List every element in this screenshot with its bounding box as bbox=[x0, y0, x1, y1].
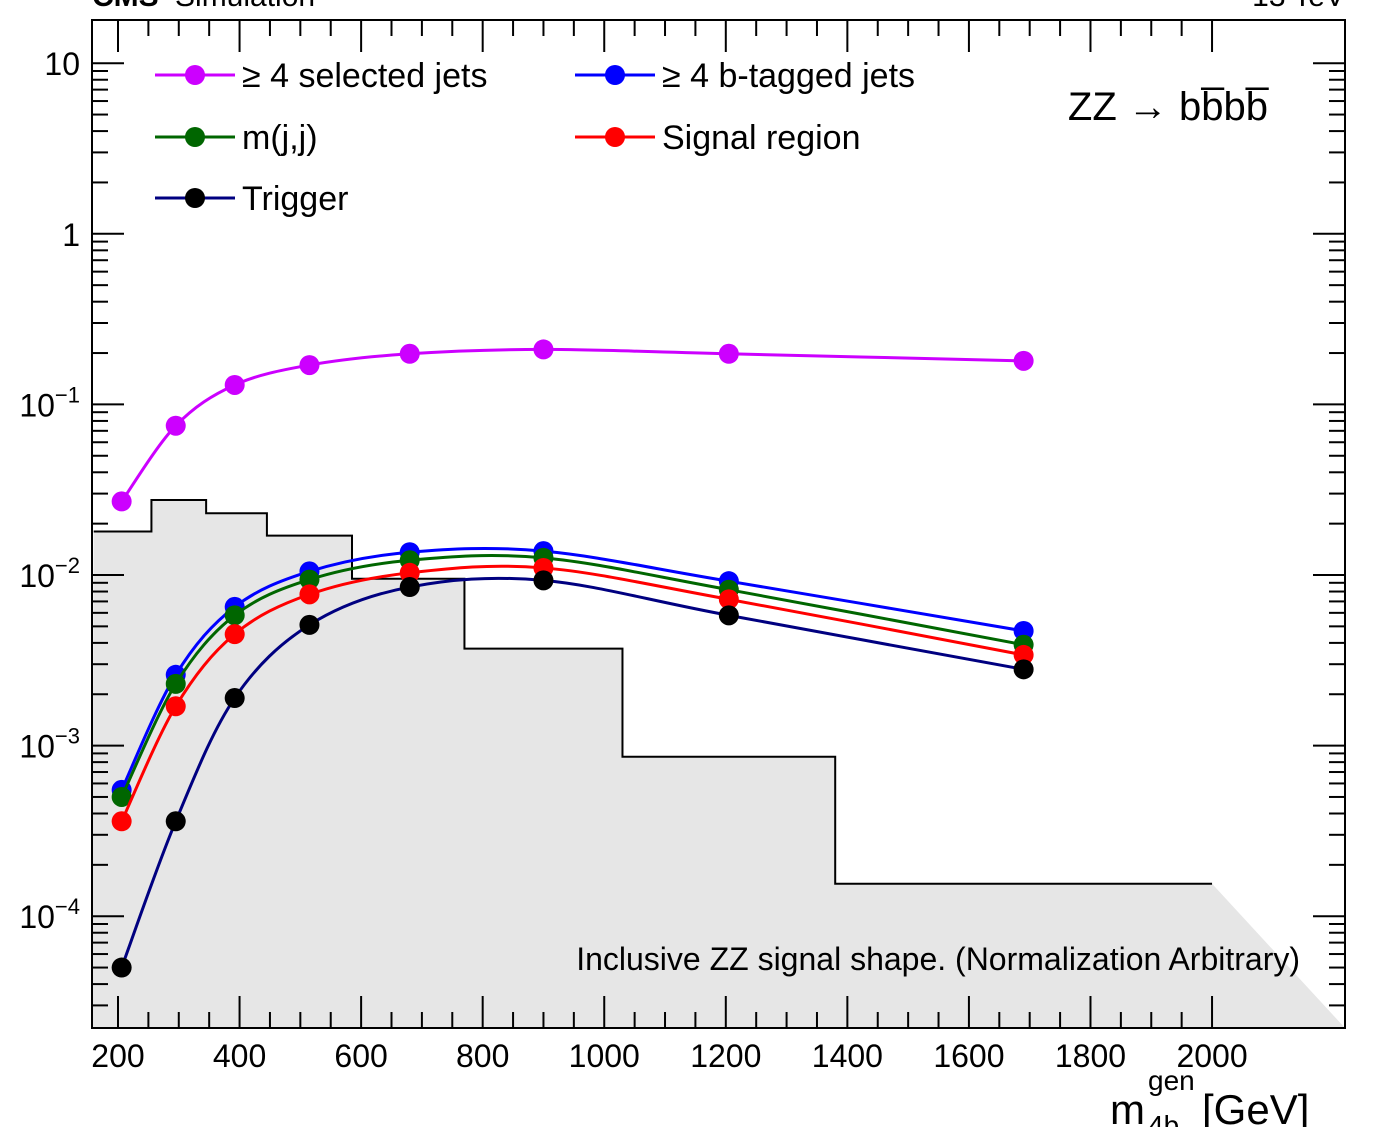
data-point bbox=[718, 605, 739, 626]
data-point bbox=[224, 605, 245, 626]
data-point bbox=[1013, 644, 1034, 665]
legend-label: Signal region bbox=[662, 119, 860, 157]
x-axis-title-sub: 4b bbox=[1148, 1110, 1179, 1127]
x-tick-label: 800 bbox=[456, 1038, 509, 1074]
y-tick-label: 10−2 bbox=[19, 553, 80, 594]
data-point bbox=[224, 374, 245, 395]
series-line bbox=[120, 576, 1024, 969]
legend-label: ≥ 4 selected jets bbox=[242, 57, 487, 95]
legend-marker bbox=[185, 188, 205, 208]
y-tick-label: 10 bbox=[44, 46, 80, 82]
x-tick-label: 200 bbox=[91, 1038, 144, 1074]
legend-entry: Signal region bbox=[575, 119, 860, 157]
x-tick-label: 600 bbox=[334, 1038, 387, 1074]
data-point bbox=[224, 624, 245, 645]
process-annotation: ZZ → bb̅bb̅ bbox=[1068, 85, 1269, 129]
data-point bbox=[718, 343, 739, 364]
energy-label: 13 TeV bbox=[1252, 0, 1345, 13]
data-point bbox=[111, 957, 132, 978]
series-0 bbox=[111, 339, 1034, 512]
data-point bbox=[1013, 659, 1034, 680]
x-tick-labels: 200 400 600 800 1000 1200 1400 1600 1800 2000 bbox=[91, 1038, 1247, 1074]
legend-label: m(j,j) bbox=[242, 119, 318, 157]
y-tick-label: 10−4 bbox=[19, 894, 80, 935]
data-point bbox=[299, 355, 320, 376]
x-tick-label: 1000 bbox=[569, 1038, 640, 1074]
data-point bbox=[165, 415, 186, 436]
data-point bbox=[1013, 350, 1034, 371]
plot-frame bbox=[91, 19, 1346, 1029]
x-tick-label: 400 bbox=[213, 1038, 266, 1074]
svg-text:m: m bbox=[1110, 1086, 1145, 1127]
data-point bbox=[165, 696, 186, 717]
series-4 bbox=[111, 570, 1034, 978]
x-tick-label: 2000 bbox=[1176, 1038, 1247, 1074]
data-point bbox=[299, 569, 320, 590]
data-point bbox=[399, 343, 420, 364]
x-axis-title-unit: [GeV] bbox=[1202, 1086, 1309, 1127]
y-tick-label: 10−3 bbox=[19, 724, 80, 765]
data-point bbox=[111, 491, 132, 512]
legend-marker bbox=[605, 127, 625, 147]
x-axis-title: m gen 4b [GeV] bbox=[1110, 1065, 1309, 1127]
data-point bbox=[399, 562, 420, 583]
y-tick-label: 10−1 bbox=[19, 382, 80, 423]
x-tick-label: 1200 bbox=[690, 1038, 761, 1074]
legend-label: ≥ 4 b-tagged jets bbox=[662, 57, 915, 95]
legend-entry: Trigger bbox=[155, 180, 348, 218]
legend-entry: m(j,j) bbox=[155, 119, 318, 157]
data-point bbox=[299, 584, 320, 605]
data-point bbox=[111, 811, 132, 832]
histogram-outline bbox=[93, 499, 1213, 885]
x-tick-label: 1400 bbox=[812, 1038, 883, 1074]
legend-marker bbox=[605, 65, 625, 85]
y-tick-labels: 10 1 10−1 10−2 10−3 10−4 bbox=[19, 46, 80, 935]
series-layer bbox=[111, 339, 1034, 978]
series-line bbox=[120, 347, 1024, 503]
background-histogram-layer bbox=[92, 499, 1345, 1029]
data-point bbox=[299, 614, 320, 635]
data-point bbox=[111, 786, 132, 807]
data-point bbox=[165, 673, 186, 694]
legend-entry: ≥ 4 selected jets bbox=[155, 57, 487, 95]
axis-ticks-layer bbox=[92, 20, 1345, 1028]
data-point bbox=[533, 570, 554, 591]
x-axis-title-main: m bbox=[1110, 1086, 1145, 1127]
x-tick-label: 1800 bbox=[1055, 1038, 1126, 1074]
data-point bbox=[399, 577, 420, 598]
legend-marker bbox=[185, 127, 205, 147]
legend-entry: ≥ 4 b-tagged jets bbox=[575, 57, 915, 95]
data-point bbox=[165, 811, 186, 832]
data-point bbox=[718, 589, 739, 610]
legend-marker bbox=[185, 65, 205, 85]
legend-label: Trigger bbox=[242, 180, 348, 218]
y-tick-label: 1 bbox=[62, 217, 80, 253]
x-axis-title-sup: gen bbox=[1148, 1065, 1195, 1096]
normalization-note: Inclusive ZZ signal shape. (Normalizatio… bbox=[576, 941, 1300, 977]
x-tick-label: 1600 bbox=[933, 1038, 1004, 1074]
data-point bbox=[224, 688, 245, 709]
data-point bbox=[1013, 620, 1034, 641]
legend: ≥ 4 selected jets ≥ 4 b-tagged jets m(j,j)… bbox=[155, 57, 915, 218]
experiment-label: CMS Simulation bbox=[92, 0, 315, 13]
data-point bbox=[533, 339, 554, 360]
histogram-fill bbox=[92, 500, 1345, 1029]
